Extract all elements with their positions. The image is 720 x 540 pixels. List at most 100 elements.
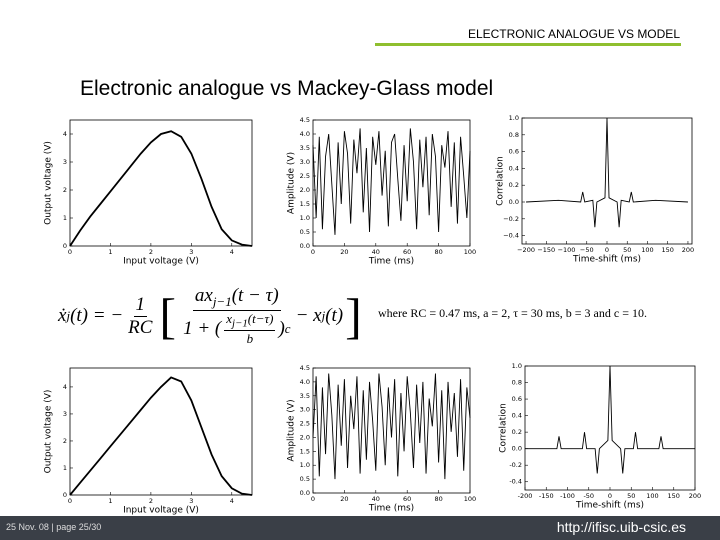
y-tick-label: 0.8 <box>512 379 522 387</box>
x-tick-label: 0 <box>311 248 315 256</box>
x-tick-label: -150 <box>539 492 554 500</box>
eq-part: ẋ <box>58 305 67 326</box>
x-tick-label: 2 <box>149 248 153 256</box>
x-tick-label: −200 <box>517 246 535 254</box>
y-tick-label: 3.0 <box>300 158 310 166</box>
y-tick-label: 3 <box>63 410 67 418</box>
bracket: [ <box>159 288 177 344</box>
eq-part: (t − τ) <box>231 285 279 307</box>
x-tick-label: 20 <box>340 248 348 256</box>
y-tick-label: 0.4 <box>509 164 519 172</box>
plot-frame <box>69 367 253 496</box>
y-tick-label: 0.5 <box>300 475 310 483</box>
y-tick-label: 0.0 <box>300 242 310 250</box>
y-tick-label: 0.2 <box>509 181 519 189</box>
y-tick-label: 3.0 <box>300 406 310 414</box>
x-axis-label: Time (ms) <box>368 257 414 267</box>
y-tick-label: 3 <box>63 158 67 166</box>
eq-fraction: xj−1(t−τ) b <box>224 311 276 347</box>
x-axis-label: Time (ms) <box>368 504 414 514</box>
y-tick-label: 0.0 <box>509 198 519 206</box>
data-line <box>312 128 471 235</box>
x-tick-label: −150 <box>537 246 555 254</box>
eq-part: RC <box>128 316 153 338</box>
data-line <box>312 373 471 480</box>
y-tick-label: 4 <box>63 130 67 138</box>
x-tick-label: 3 <box>189 248 193 256</box>
data-line <box>69 376 253 496</box>
y-tick-label: 2 <box>63 437 67 445</box>
x-tick-label: 1 <box>108 248 112 256</box>
y-tick-label: 0.6 <box>509 148 519 156</box>
eq-numerator: axj−1(t − τ) <box>192 285 281 312</box>
eq-part: c <box>284 320 291 336</box>
x-tick-label: -200 <box>518 492 533 500</box>
section-title: ELECTRONIC ANALOGUE VS MODEL <box>467 27 680 41</box>
data-line <box>525 365 695 474</box>
x-tick-label: 100 <box>641 246 653 254</box>
y-tick-label: 1.0 <box>512 362 522 370</box>
x-tick-label: 100 <box>464 495 476 503</box>
eq-part: j−1 <box>232 317 248 330</box>
eq-part: (t−τ) <box>247 311 274 327</box>
y-tick-label: 4.5 <box>300 116 310 124</box>
y-tick-label: 2 <box>63 186 67 194</box>
eq-part: b <box>246 330 254 346</box>
eq-fraction: axj−1(t − τ) 1 + (xj−1(t−τ) b) c <box>181 285 292 346</box>
y-tick-label: 1.0 <box>300 461 310 469</box>
x-tick-label: 40 <box>372 495 380 503</box>
x-tick-label: 50 <box>627 492 635 500</box>
plot-frame <box>312 119 471 247</box>
x-tick-label: 40 <box>372 248 380 256</box>
eq-numerator: xj−1(t−τ) <box>224 311 276 331</box>
eq-part: j <box>66 308 71 323</box>
eq-part: (t) <box>325 305 344 326</box>
eq-part: − x <box>295 305 322 326</box>
y-tick-label: 0.0 <box>512 445 522 453</box>
x-tick-label: 150 <box>662 246 674 254</box>
x-tick-label: 2 <box>149 497 153 505</box>
eq-part: j <box>321 308 326 323</box>
x-axis-label: Time-shift (ms) <box>575 501 644 511</box>
x-tick-label: −100 <box>558 246 576 254</box>
y-axis-label: Correlation <box>499 403 509 453</box>
eq-fraction: 1 RC <box>126 294 154 339</box>
x-axis-label: Input voltage (V) <box>123 506 199 516</box>
eq-part: x <box>226 311 233 327</box>
y-axis-label: Output voltage (V) <box>44 390 54 474</box>
y-tick-label: 1 <box>63 464 67 472</box>
y-axis-label: Correlation <box>496 156 506 206</box>
bracket: ] <box>345 288 362 344</box>
y-tick-label: 0.6 <box>512 395 522 403</box>
x-tick-label: 0 <box>605 246 609 254</box>
x-tick-label: 20 <box>340 495 348 503</box>
y-axis-label: Output voltage (V) <box>44 141 54 225</box>
y-tick-label: 4.5 <box>300 364 310 372</box>
y-tick-label: 0.5 <box>300 228 310 236</box>
x-tick-label: 50 <box>623 246 631 254</box>
y-tick-label: 2.0 <box>300 186 310 194</box>
x-axis-label: Time-shift (ms) <box>572 255 641 265</box>
y-tick-label: 0 <box>63 242 67 250</box>
x-tick-label: 3 <box>189 497 193 505</box>
x-tick-label: 4 <box>230 497 234 505</box>
eq-part: ax <box>194 285 213 307</box>
x-tick-label: −50 <box>580 246 594 254</box>
x-tick-label: 60 <box>403 248 411 256</box>
x-tick-label: 0 <box>68 248 72 256</box>
y-axis-label: Amplitude (V) <box>287 399 297 461</box>
data-line <box>69 130 253 247</box>
x-tick-label: -50 <box>583 492 594 500</box>
equation-parameters: where RC = 0.47 ms, a = 2, τ = 30 ms, b … <box>378 306 647 320</box>
y-tick-label: 0.2 <box>512 428 522 436</box>
y-tick-label: 3.5 <box>300 144 310 152</box>
y-tick-label: −0.4 <box>503 232 519 240</box>
y-tick-label: 2.5 <box>300 172 310 180</box>
y-tick-label: 2.0 <box>300 433 310 441</box>
y-tick-label: 0.4 <box>512 412 522 420</box>
x-tick-label: 200 <box>689 492 701 500</box>
eq-part: ) <box>278 317 285 339</box>
y-tick-label: 4.0 <box>300 130 310 138</box>
eq-denominator: 1 + (xj−1(t−τ) b) c <box>181 311 292 347</box>
y-tick-label: −0.2 <box>503 215 519 223</box>
